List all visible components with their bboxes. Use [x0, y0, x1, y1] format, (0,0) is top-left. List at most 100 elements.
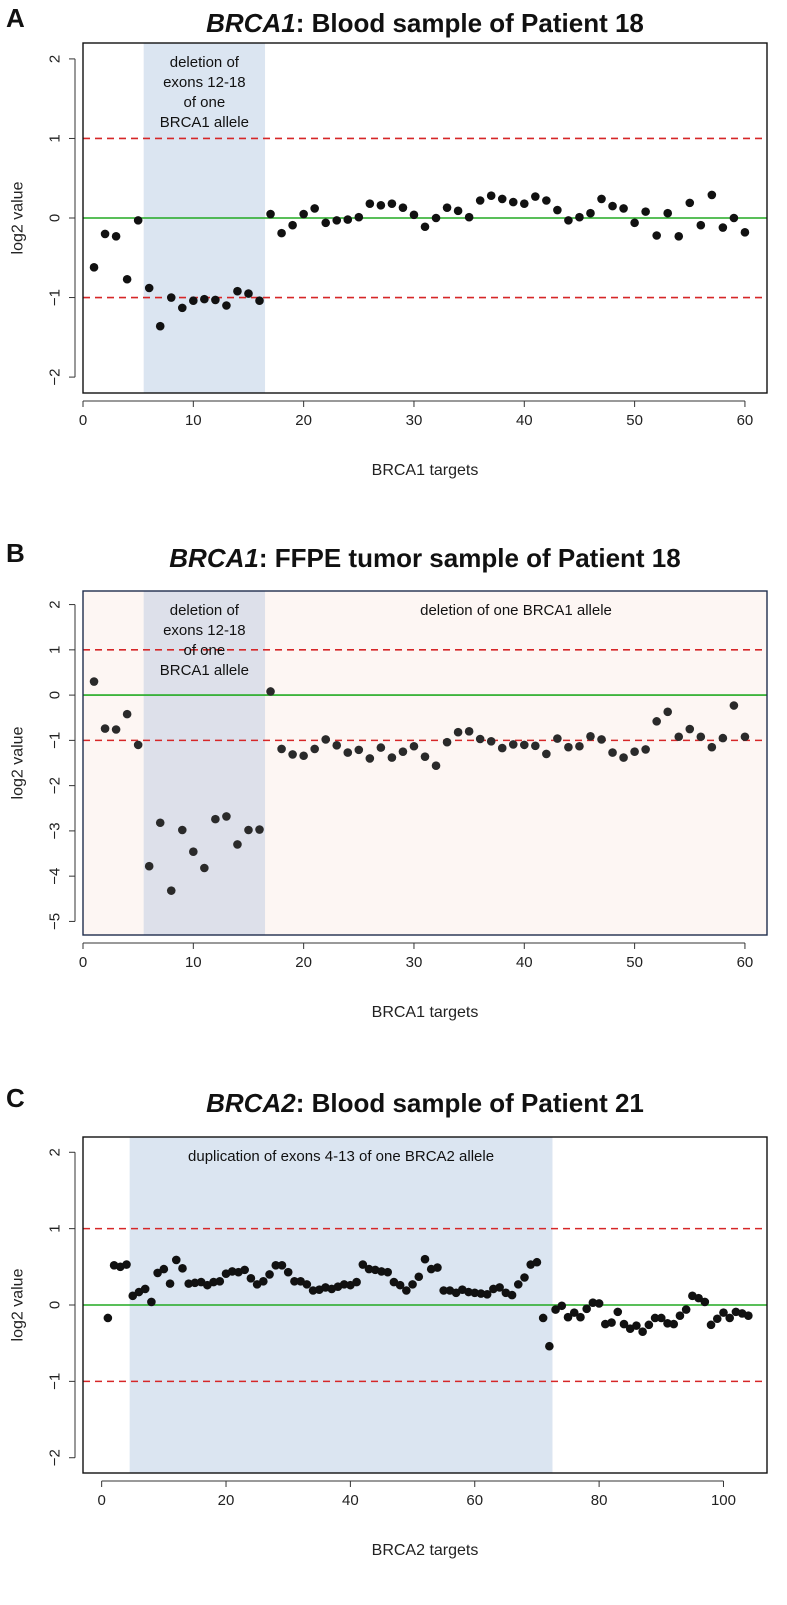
- x-tick-label-a-30: 30: [406, 412, 423, 429]
- data-point-a-38: [497, 194, 507, 204]
- y-tick-label-b--5: −5: [47, 913, 64, 930]
- data-point-b-22: [321, 735, 331, 744]
- data-point-c-24: [246, 1273, 256, 1283]
- data-point-b-59: [729, 701, 739, 710]
- data-point-b-32: [431, 761, 441, 771]
- data-point-a-25: [354, 212, 364, 222]
- chart-b: B BRCA1: FFPE tumor sample of Patient 18 d…: [6, 538, 768, 1021]
- annotation-a-1: exons 12-18: [163, 74, 246, 91]
- panel-letter-a: A: [6, 3, 25, 33]
- title-rest-a: : Blood sample of Patient 18: [296, 8, 644, 38]
- data-point-b-45: [575, 741, 584, 751]
- data-point-c-67: [513, 1280, 523, 1289]
- y-axis-label-b: log2 value: [10, 726, 27, 799]
- data-point-b-52: [652, 717, 661, 726]
- data-point-c-10: [159, 1264, 169, 1274]
- x-tick-label-b-50: 50: [626, 954, 643, 971]
- data-point-c-27: [265, 1270, 274, 1279]
- data-point-a-43: [553, 205, 562, 215]
- data-point-c-4: [122, 1260, 131, 1269]
- data-point-c-19: [215, 1277, 225, 1286]
- data-point-b-20: [299, 751, 308, 761]
- highlight-region-b: [143, 591, 266, 935]
- data-point-b-23: [332, 741, 342, 750]
- data-point-c-78: [582, 1304, 591, 1314]
- x-tick-label-c-20: 20: [218, 1492, 235, 1509]
- data-point-b-56: [696, 732, 706, 742]
- title-gene-c: BRCA2: [206, 1088, 296, 1118]
- chart-title-b: BRCA1: FFPE tumor sample of Patient 18: [169, 543, 680, 573]
- data-point-b-34: [453, 727, 463, 737]
- data-point-b-53: [663, 707, 673, 717]
- data-point-a-49: [619, 204, 628, 213]
- y-tick-label-c--1: −1: [47, 1373, 64, 1390]
- data-point-b-60: [740, 732, 750, 742]
- data-point-b-8: [166, 886, 176, 895]
- data-point-b-16: [255, 825, 264, 834]
- data-point-b-58: [718, 733, 728, 743]
- data-point-a-13: [222, 301, 231, 310]
- plot-frame-b: [82, 590, 768, 936]
- data-point-b-6: [144, 861, 154, 871]
- data-point-a-60: [740, 228, 750, 237]
- annotation-a-3: BRCA1 allele: [160, 114, 249, 131]
- data-point-b-41: [531, 741, 540, 751]
- data-point-b-27: [376, 743, 386, 752]
- x-axis-label-c: BRCA2 targets: [372, 1542, 479, 1559]
- data-point-b-19: [288, 750, 297, 759]
- data-point-b-42: [542, 749, 551, 759]
- data-point-c-23: [240, 1265, 249, 1275]
- data-point-c-75: [563, 1312, 573, 1322]
- data-point-b-24: [343, 748, 353, 757]
- data-point-a-16: [255, 296, 264, 306]
- annotation-b-1: exons 12-18: [163, 622, 246, 639]
- data-point-a-5: [133, 216, 143, 225]
- x-tick-label-b-30: 30: [406, 954, 423, 971]
- data-point-a-20: [299, 209, 308, 219]
- data-point-a-8: [166, 293, 176, 302]
- data-point-a-35: [464, 212, 474, 222]
- data-point-b-15: [244, 825, 253, 835]
- data-point-b-54: [674, 732, 684, 742]
- x-tick-label-c-60: 60: [466, 1492, 483, 1509]
- data-point-c-104: [744, 1311, 753, 1320]
- data-point-c-30: [283, 1267, 293, 1277]
- data-point-c-51: [414, 1272, 424, 1282]
- data-point-c-54: [433, 1263, 442, 1272]
- chart-a: A BRCA1: Blood sample of Patient 18 deleti…: [6, 3, 768, 479]
- data-point-a-17: [266, 209, 275, 219]
- data-point-b-43: [553, 734, 562, 743]
- data-point-a-24: [343, 215, 353, 224]
- data-point-b-51: [641, 745, 650, 754]
- y-tick-label-c-0: 0: [47, 1301, 64, 1309]
- data-point-c-101: [725, 1313, 734, 1323]
- x-tick-label-c-40: 40: [342, 1492, 359, 1509]
- annotation-b-0: deletion of: [170, 602, 240, 619]
- x-tick-label-b-20: 20: [295, 954, 312, 971]
- data-point-b-44: [564, 742, 573, 752]
- data-point-b-50: [630, 747, 639, 756]
- panel-b: B BRCA1: FFPE tumor sample of Patient 18 d…: [0, 535, 787, 1055]
- data-point-a-36: [475, 196, 485, 205]
- data-point-c-11: [165, 1279, 175, 1288]
- data-point-a-1: [89, 263, 99, 272]
- data-point-c-74: [557, 1301, 567, 1311]
- data-point-b-29: [398, 747, 408, 756]
- data-point-c-31: [290, 1277, 299, 1286]
- data-point-c-49: [402, 1286, 411, 1295]
- x-axis-label-b: BRCA1 targets: [372, 1004, 479, 1021]
- data-point-c-71: [538, 1313, 548, 1323]
- title-gene-b: BRCA1: [169, 543, 259, 573]
- data-point-c-46: [383, 1267, 392, 1277]
- x-tick-label-a-40: 40: [516, 412, 533, 429]
- x-tick-label-c-0: 0: [97, 1492, 105, 1509]
- data-point-a-54: [674, 231, 684, 241]
- annotation-b-2: of one: [183, 642, 225, 659]
- data-point-b-40: [519, 740, 529, 750]
- panel-a: A BRCA1: Blood sample of Patient 18 deleti…: [0, 0, 787, 520]
- data-point-c-88: [644, 1320, 654, 1330]
- data-point-a-57: [707, 190, 717, 200]
- data-point-b-48: [608, 748, 617, 757]
- data-point-b-11: [200, 863, 209, 873]
- x-tick-label-b-40: 40: [516, 954, 533, 971]
